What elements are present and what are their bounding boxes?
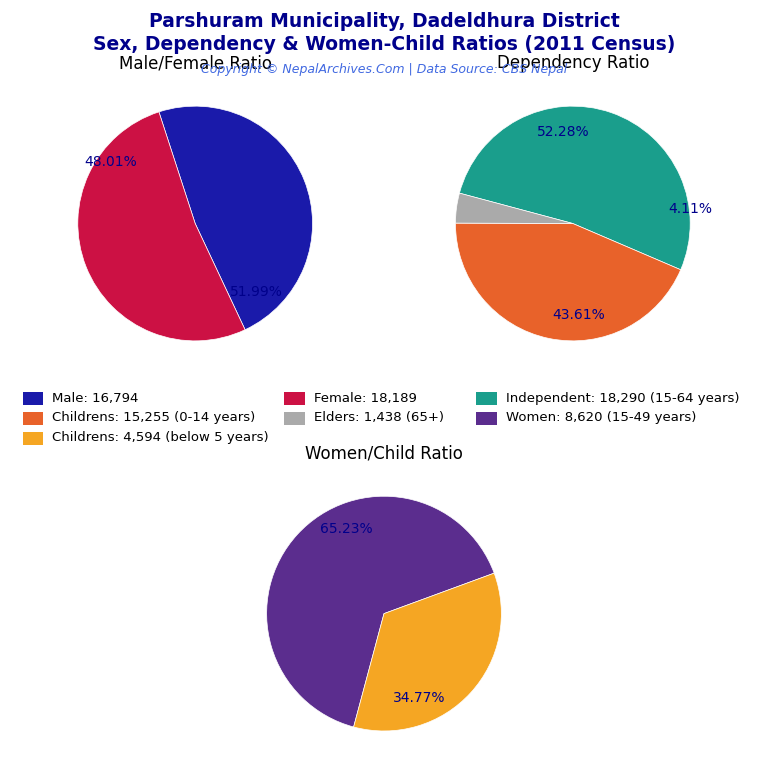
FancyBboxPatch shape: [476, 392, 497, 405]
Wedge shape: [455, 223, 680, 341]
Title: Women/Child Ratio: Women/Child Ratio: [305, 445, 463, 462]
FancyBboxPatch shape: [476, 412, 497, 425]
Text: Childrens: 4,594 (below 5 years): Childrens: 4,594 (below 5 years): [52, 432, 269, 445]
Wedge shape: [459, 106, 690, 270]
Text: Female: 18,189: Female: 18,189: [314, 392, 417, 405]
Text: 52.28%: 52.28%: [537, 125, 590, 139]
Text: Women: 8,620 (15-49 years): Women: 8,620 (15-49 years): [505, 412, 696, 425]
Wedge shape: [159, 106, 313, 329]
Text: 51.99%: 51.99%: [230, 285, 283, 299]
Title: Dependency Ratio: Dependency Ratio: [497, 55, 649, 72]
Text: 48.01%: 48.01%: [84, 155, 137, 170]
FancyBboxPatch shape: [284, 392, 305, 405]
Wedge shape: [78, 112, 245, 341]
FancyBboxPatch shape: [23, 392, 43, 405]
Text: Parshuram Municipality, Dadeldhura District: Parshuram Municipality, Dadeldhura Distr…: [149, 12, 619, 31]
FancyBboxPatch shape: [23, 432, 43, 445]
Wedge shape: [266, 496, 494, 727]
Text: 34.77%: 34.77%: [393, 691, 445, 705]
Text: 4.11%: 4.11%: [668, 203, 712, 217]
Text: 43.61%: 43.61%: [552, 308, 605, 322]
Text: Independent: 18,290 (15-64 years): Independent: 18,290 (15-64 years): [505, 392, 739, 405]
Text: Copyright © NepalArchives.Com | Data Source: CBS Nepal: Copyright © NepalArchives.Com | Data Sou…: [201, 63, 567, 76]
Text: Elders: 1,438 (65+): Elders: 1,438 (65+): [314, 412, 444, 425]
Text: Male: 16,794: Male: 16,794: [52, 392, 138, 405]
FancyBboxPatch shape: [284, 412, 305, 425]
Text: Childrens: 15,255 (0-14 years): Childrens: 15,255 (0-14 years): [52, 412, 256, 425]
Text: 65.23%: 65.23%: [320, 522, 372, 536]
Title: Male/Female Ratio: Male/Female Ratio: [119, 55, 272, 72]
Text: Sex, Dependency & Women-Child Ratios (2011 Census): Sex, Dependency & Women-Child Ratios (20…: [93, 35, 675, 54]
Wedge shape: [455, 193, 573, 223]
Wedge shape: [353, 573, 502, 731]
FancyBboxPatch shape: [23, 412, 43, 425]
